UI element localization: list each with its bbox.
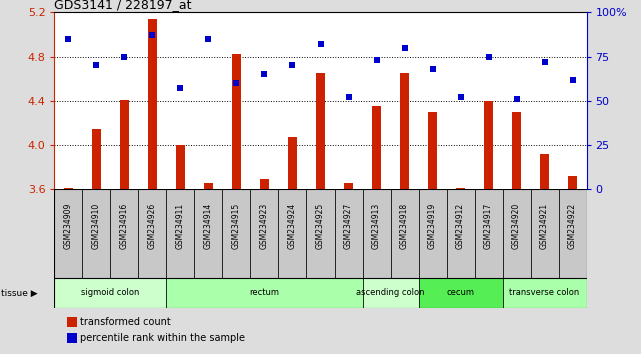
Text: GSM234920: GSM234920 xyxy=(512,202,521,249)
Text: GSM234914: GSM234914 xyxy=(204,202,213,249)
Point xyxy=(455,95,465,100)
Bar xyxy=(363,278,419,308)
Text: GSM234913: GSM234913 xyxy=(372,202,381,249)
Bar xyxy=(251,189,278,278)
Text: GSM234911: GSM234911 xyxy=(176,202,185,249)
Bar xyxy=(176,145,185,189)
Bar xyxy=(483,101,494,189)
Text: GSM234910: GSM234910 xyxy=(92,202,101,249)
Text: GSM234917: GSM234917 xyxy=(484,202,493,249)
Point xyxy=(63,36,74,42)
Bar xyxy=(260,179,269,189)
Bar xyxy=(512,112,521,189)
Bar xyxy=(503,189,531,278)
Text: GSM234925: GSM234925 xyxy=(316,202,325,249)
Point xyxy=(344,95,354,100)
Bar xyxy=(503,278,587,308)
Text: GSM234922: GSM234922 xyxy=(568,202,577,249)
Point xyxy=(147,33,158,38)
Bar xyxy=(83,189,110,278)
Bar xyxy=(147,19,158,189)
Bar xyxy=(167,278,363,308)
Point xyxy=(260,72,270,77)
Bar xyxy=(363,189,390,278)
Point xyxy=(92,63,102,68)
Point xyxy=(287,63,297,68)
Bar xyxy=(558,189,587,278)
Bar xyxy=(167,189,194,278)
Point xyxy=(203,36,213,42)
Text: GSM234923: GSM234923 xyxy=(260,202,269,249)
Bar xyxy=(288,137,297,189)
Bar xyxy=(335,189,363,278)
Point xyxy=(512,96,522,102)
Bar xyxy=(138,189,167,278)
Point xyxy=(539,59,549,65)
Bar xyxy=(63,188,73,189)
Bar xyxy=(540,154,549,189)
Bar xyxy=(315,73,326,189)
Bar xyxy=(344,183,353,189)
Bar xyxy=(419,278,503,308)
Point xyxy=(399,45,410,51)
Point xyxy=(119,54,129,59)
Point xyxy=(231,80,242,86)
Text: transverse colon: transverse colon xyxy=(510,289,579,297)
Text: percentile rank within the sample: percentile rank within the sample xyxy=(80,333,245,343)
Text: GSM234915: GSM234915 xyxy=(232,202,241,249)
Bar xyxy=(568,176,578,189)
Bar xyxy=(428,112,437,189)
Bar xyxy=(92,129,101,189)
Point xyxy=(315,41,326,47)
Point xyxy=(176,86,186,91)
Text: GSM234921: GSM234921 xyxy=(540,202,549,249)
Text: GSM234909: GSM234909 xyxy=(64,202,73,249)
Text: ascending colon: ascending colon xyxy=(356,289,425,297)
Text: GSM234916: GSM234916 xyxy=(120,202,129,249)
Bar xyxy=(372,107,381,189)
Bar xyxy=(474,189,503,278)
Point xyxy=(371,57,381,63)
Point xyxy=(567,77,578,82)
Text: sigmoid colon: sigmoid colon xyxy=(81,289,140,297)
Bar xyxy=(110,189,138,278)
Text: rectum: rectum xyxy=(249,289,279,297)
Text: GSM234924: GSM234924 xyxy=(288,202,297,249)
Bar xyxy=(399,73,410,189)
Bar xyxy=(231,55,242,189)
Bar xyxy=(306,189,335,278)
Text: GSM234926: GSM234926 xyxy=(148,202,157,249)
Text: cecum: cecum xyxy=(447,289,474,297)
Bar xyxy=(222,189,251,278)
Bar xyxy=(531,189,558,278)
Text: tissue ▶: tissue ▶ xyxy=(1,289,37,297)
Bar xyxy=(54,189,83,278)
Text: GSM234912: GSM234912 xyxy=(456,202,465,249)
Text: GDS3141 / 228197_at: GDS3141 / 228197_at xyxy=(54,0,192,11)
Bar xyxy=(456,188,465,189)
Text: GSM234927: GSM234927 xyxy=(344,202,353,249)
Bar xyxy=(419,189,447,278)
Text: GSM234918: GSM234918 xyxy=(400,202,409,249)
Bar xyxy=(390,189,419,278)
Bar xyxy=(447,189,474,278)
Text: GSM234919: GSM234919 xyxy=(428,202,437,249)
Bar xyxy=(204,183,213,189)
Bar xyxy=(120,100,129,189)
Bar xyxy=(54,278,167,308)
Bar xyxy=(194,189,222,278)
Text: transformed count: transformed count xyxy=(80,317,171,327)
Point xyxy=(428,66,438,72)
Point xyxy=(483,54,494,59)
Bar xyxy=(278,189,306,278)
